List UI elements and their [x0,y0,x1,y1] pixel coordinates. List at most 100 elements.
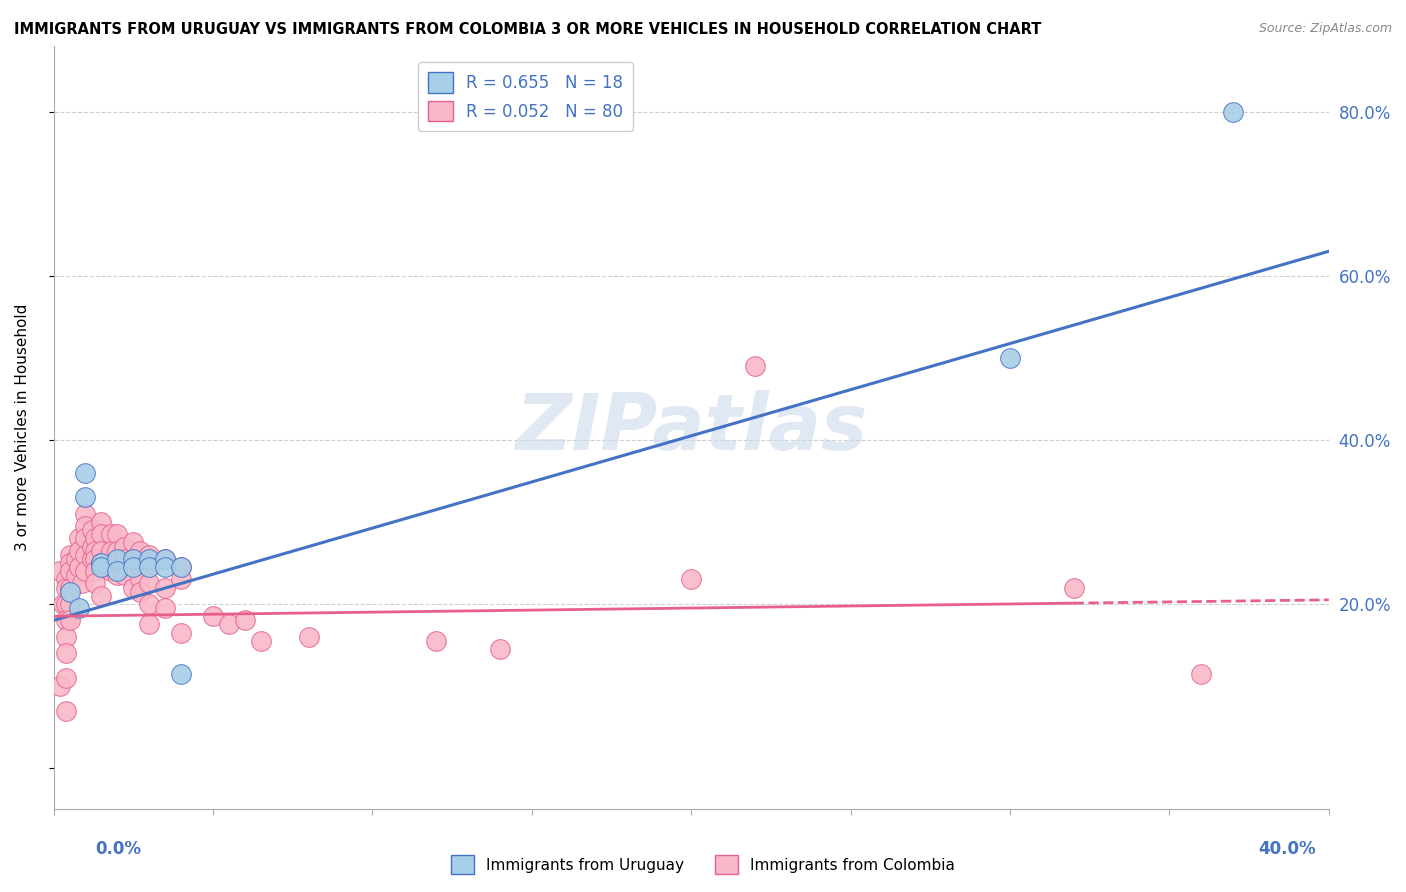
Point [138,548,160,562]
Point [55,597,77,611]
Point [170,666,193,681]
Point [67,532,90,546]
Point [84,543,107,558]
Point [90,556,112,570]
Point [153,552,176,566]
Point [153,581,176,595]
Point [58,556,80,570]
Point [75,548,97,562]
Point [112,540,135,554]
Point [67,560,90,574]
Point [122,552,145,566]
Point [55,671,77,685]
Point [100,527,122,541]
Point [75,507,97,521]
Point [58,613,80,627]
Text: 40.0%: 40.0% [1258,840,1316,858]
Point [744,359,766,373]
Legend: Immigrants from Uruguay, Immigrants from Colombia: Immigrants from Uruguay, Immigrants from… [446,849,960,880]
Point [128,543,150,558]
Point [80,552,103,566]
Point [153,552,176,566]
Point [138,560,160,574]
Point [170,560,193,574]
Point [1063,581,1085,595]
Point [1222,104,1244,119]
Point [55,704,77,718]
Point [58,597,80,611]
Point [138,576,160,591]
Text: ZIPatlas: ZIPatlas [515,390,868,466]
Point [75,532,97,546]
Point [138,597,160,611]
Point [122,581,145,595]
Point [153,560,176,574]
Point [90,527,112,541]
Text: IMMIGRANTS FROM URUGUAY VS IMMIGRANTS FROM COLOMBIA 3 OR MORE VEHICLES IN HOUSEH: IMMIGRANTS FROM URUGUAY VS IMMIGRANTS FR… [14,22,1042,37]
Point [65,552,87,566]
Point [489,642,512,657]
Point [55,630,77,644]
Point [55,572,77,586]
Point [122,560,145,574]
Point [298,630,321,644]
Point [170,560,193,574]
Point [55,581,77,595]
Point [65,568,87,582]
Point [90,543,112,558]
Point [90,560,112,574]
Point [58,564,80,578]
Point [75,519,97,533]
Point [122,535,145,549]
Point [998,351,1021,365]
Point [105,543,128,558]
Point [67,543,90,558]
Point [128,560,150,574]
Point [55,613,77,627]
Point [138,552,160,566]
Point [1189,666,1212,681]
Text: Source: ZipAtlas.com: Source: ZipAtlas.com [1258,22,1392,36]
Point [105,568,128,582]
Point [250,633,273,648]
Point [112,568,135,582]
Point [233,613,256,627]
Point [84,552,107,566]
Point [58,548,80,562]
Point [58,584,80,599]
Point [105,527,128,541]
Point [122,552,145,566]
Point [100,564,122,578]
Point [75,564,97,578]
Point [105,564,128,578]
Point [80,523,103,537]
Point [90,556,112,570]
Point [55,646,77,660]
Point [52,597,75,611]
Point [201,609,224,624]
Point [170,572,193,586]
Point [138,560,160,574]
Text: 0.0%: 0.0% [96,840,142,858]
Y-axis label: 3 or more Vehicles in Household: 3 or more Vehicles in Household [15,304,30,551]
Point [128,572,150,586]
Point [218,617,240,632]
Point [67,601,90,615]
Point [84,532,107,546]
Point [105,556,128,570]
Legend: R = 0.655   N = 18, R = 0.052   N = 80: R = 0.655 N = 18, R = 0.052 N = 80 [418,62,633,131]
Point [153,601,176,615]
Point [72,576,94,591]
Point [49,679,72,693]
Point [49,564,72,578]
Point [90,515,112,529]
Point [80,540,103,554]
Point [170,625,193,640]
Point [58,581,80,595]
Point [138,617,160,632]
Point [75,466,97,480]
Point [681,572,703,586]
Point [84,564,107,578]
Point [100,543,122,558]
Point [112,552,135,566]
